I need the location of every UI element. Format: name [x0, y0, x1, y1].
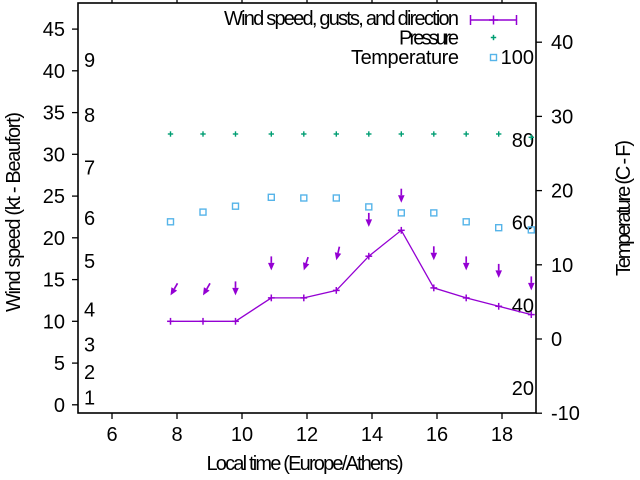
temperature-point [365, 203, 373, 211]
pressure-series [167, 131, 534, 140]
gust-arrow-head [170, 287, 178, 296]
x-tick-label: 12 [296, 424, 318, 446]
left-tick-label: 0 [54, 395, 65, 417]
x-tick-label: 8 [171, 424, 182, 446]
legend-label-temperature: Temperature [351, 47, 459, 69]
plot-border [77, 2, 537, 414]
right-tick-label: 10 [551, 255, 573, 277]
gust-arrow-head [495, 270, 502, 278]
gust-arrow-head [430, 252, 438, 261]
inner-scale-label: 40 [512, 295, 534, 317]
temperature-point [231, 202, 240, 210]
right-y-axis-title: Temperature (C - F) [613, 140, 635, 276]
x-tick-label: 16 [426, 424, 448, 446]
left-tick-label: 25 [43, 186, 65, 208]
temperature-point [166, 218, 175, 226]
left-tick-label: 10 [43, 311, 65, 333]
beaufort-scale-label: 6 [84, 208, 95, 230]
right-tick-label: -10 [551, 403, 580, 425]
gust-arrow-head [303, 262, 310, 271]
inner-scale-label: 80 [512, 130, 534, 152]
temperature-point [430, 209, 438, 217]
temperature-point [495, 223, 503, 232]
gust-arrow-shaft [305, 256, 309, 264]
gust-arrow-head [365, 219, 373, 227]
beaufort-scale-label: 7 [84, 158, 95, 180]
gust-arrow-shaft [337, 246, 341, 254]
temperature-point [397, 209, 405, 217]
left-tick-label: 15 [43, 270, 65, 292]
legend-label-pressure: Pressure [399, 28, 459, 50]
gust-arrow-head [462, 262, 470, 271]
temperature-point [267, 193, 275, 202]
x-tick-label: 6 [106, 424, 117, 446]
beaufort-scale-label: 4 [84, 300, 95, 322]
right-tick-label: 30 [551, 106, 573, 128]
legend-markers [469, 15, 518, 62]
x-tick-label: 18 [491, 424, 513, 446]
x-tick-label: 10 [231, 424, 253, 446]
right-tick-label: 0 [551, 329, 562, 351]
beaufort-scale-label: 9 [84, 50, 95, 72]
right-tick-label: 40 [551, 32, 573, 54]
gust-arrow-shaft [206, 282, 211, 290]
x-axis-title: Local time (Europe/Athens) [207, 453, 404, 475]
left-tick-label: 20 [43, 228, 65, 250]
gust-arrow-shaft [173, 282, 179, 290]
temperature-point [527, 226, 535, 234]
inner-scale-label: 100 [501, 47, 534, 69]
inner-scale-label: 20 [512, 378, 534, 400]
gust-arrow-head [398, 195, 405, 203]
left-tick-label: 40 [43, 61, 65, 83]
beaufort-scale-label: 5 [84, 251, 95, 273]
legend-label-wind: Wind speed, gusts, and direction [224, 8, 459, 30]
gust-arrow-head [203, 287, 210, 296]
wind-speed-series [167, 226, 535, 325]
temperature-point [300, 194, 308, 202]
temperature-point [332, 194, 340, 202]
axes: 6 8 10 12 14 16 18051015202530354045123456789-… [43, 0, 580, 446]
beaufort-scale-label: 2 [84, 362, 95, 384]
x-tick-label: 14 [361, 424, 383, 446]
wind-speed-line [170, 229, 532, 322]
left-y-axis-title: Wind speed (kt - Beaufort) [3, 112, 25, 312]
left-tick-label: 45 [43, 19, 65, 41]
beaufort-scale-label: 8 [84, 105, 95, 127]
left-tick-label: 30 [43, 144, 65, 166]
left-tick-label: 35 [43, 103, 65, 125]
gust-arrow-head [232, 287, 239, 296]
gust-arrow-head [528, 282, 535, 291]
left-tick-label: 5 [54, 353, 65, 375]
gust-arrow-head [334, 252, 342, 261]
beaufort-scale-label: 3 [84, 335, 95, 357]
temperature-point [199, 208, 207, 216]
legend-temperature-sample [489, 53, 498, 62]
beaufort-scale-label: 1 [84, 387, 95, 409]
temperature-point [462, 218, 470, 226]
wind-gust-direction-arrows [170, 188, 535, 296]
gust-arrow-head [268, 262, 275, 271]
temperature-series [166, 193, 535, 234]
inner-scale-label: 60 [512, 213, 534, 235]
right-tick-label: 20 [551, 181, 573, 203]
